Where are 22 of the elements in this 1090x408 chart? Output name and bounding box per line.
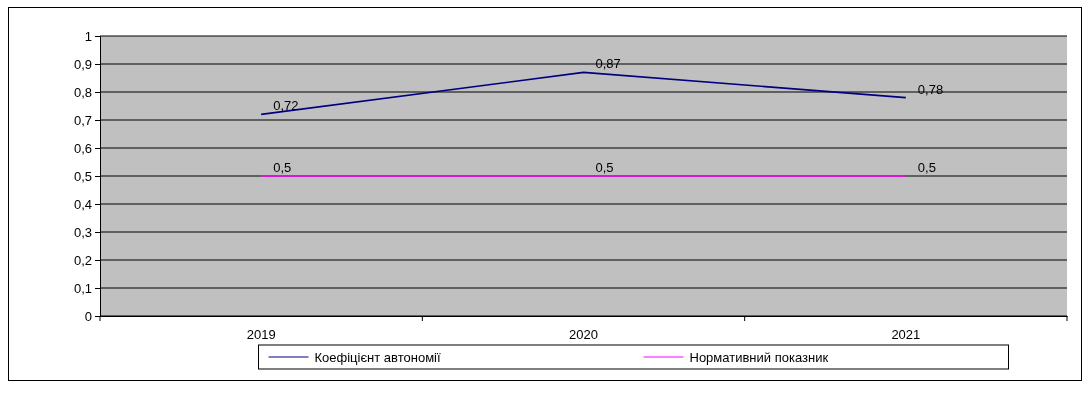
data-label: 0,87 bbox=[595, 56, 621, 72]
y-tick-label: 0,7 bbox=[73, 112, 92, 128]
data-label: 0,5 bbox=[273, 160, 292, 175]
y-tick-label: 0 bbox=[84, 308, 92, 324]
y-tick-label: 0,8 bbox=[73, 84, 92, 100]
legend-label: Коефіцієнт автономії bbox=[314, 350, 441, 365]
data-label: 0,5 bbox=[595, 160, 614, 175]
y-tick-label: 1 bbox=[84, 28, 92, 44]
x-tick-label: 2021 bbox=[891, 327, 921, 343]
y-tick-label: 0,1 bbox=[73, 280, 92, 296]
y-tick-label: 0,4 bbox=[73, 196, 92, 212]
data-label: 0,72 bbox=[273, 98, 299, 114]
data-label: 0,5 bbox=[917, 160, 936, 175]
x-tick-label: 2019 bbox=[246, 327, 276, 343]
x-tick-label: 2020 bbox=[569, 327, 598, 343]
data-label: 0,78 bbox=[917, 81, 944, 97]
legend-label: Нормативний показник bbox=[689, 350, 829, 365]
y-tick-label: 0,5 bbox=[73, 168, 92, 184]
y-tick-label: 0,2 bbox=[73, 252, 92, 268]
y-tick-label: 0,9 bbox=[73, 56, 92, 72]
y-tick-label: 0,6 bbox=[73, 140, 92, 156]
y-tick-label: 0,3 bbox=[73, 224, 92, 240]
